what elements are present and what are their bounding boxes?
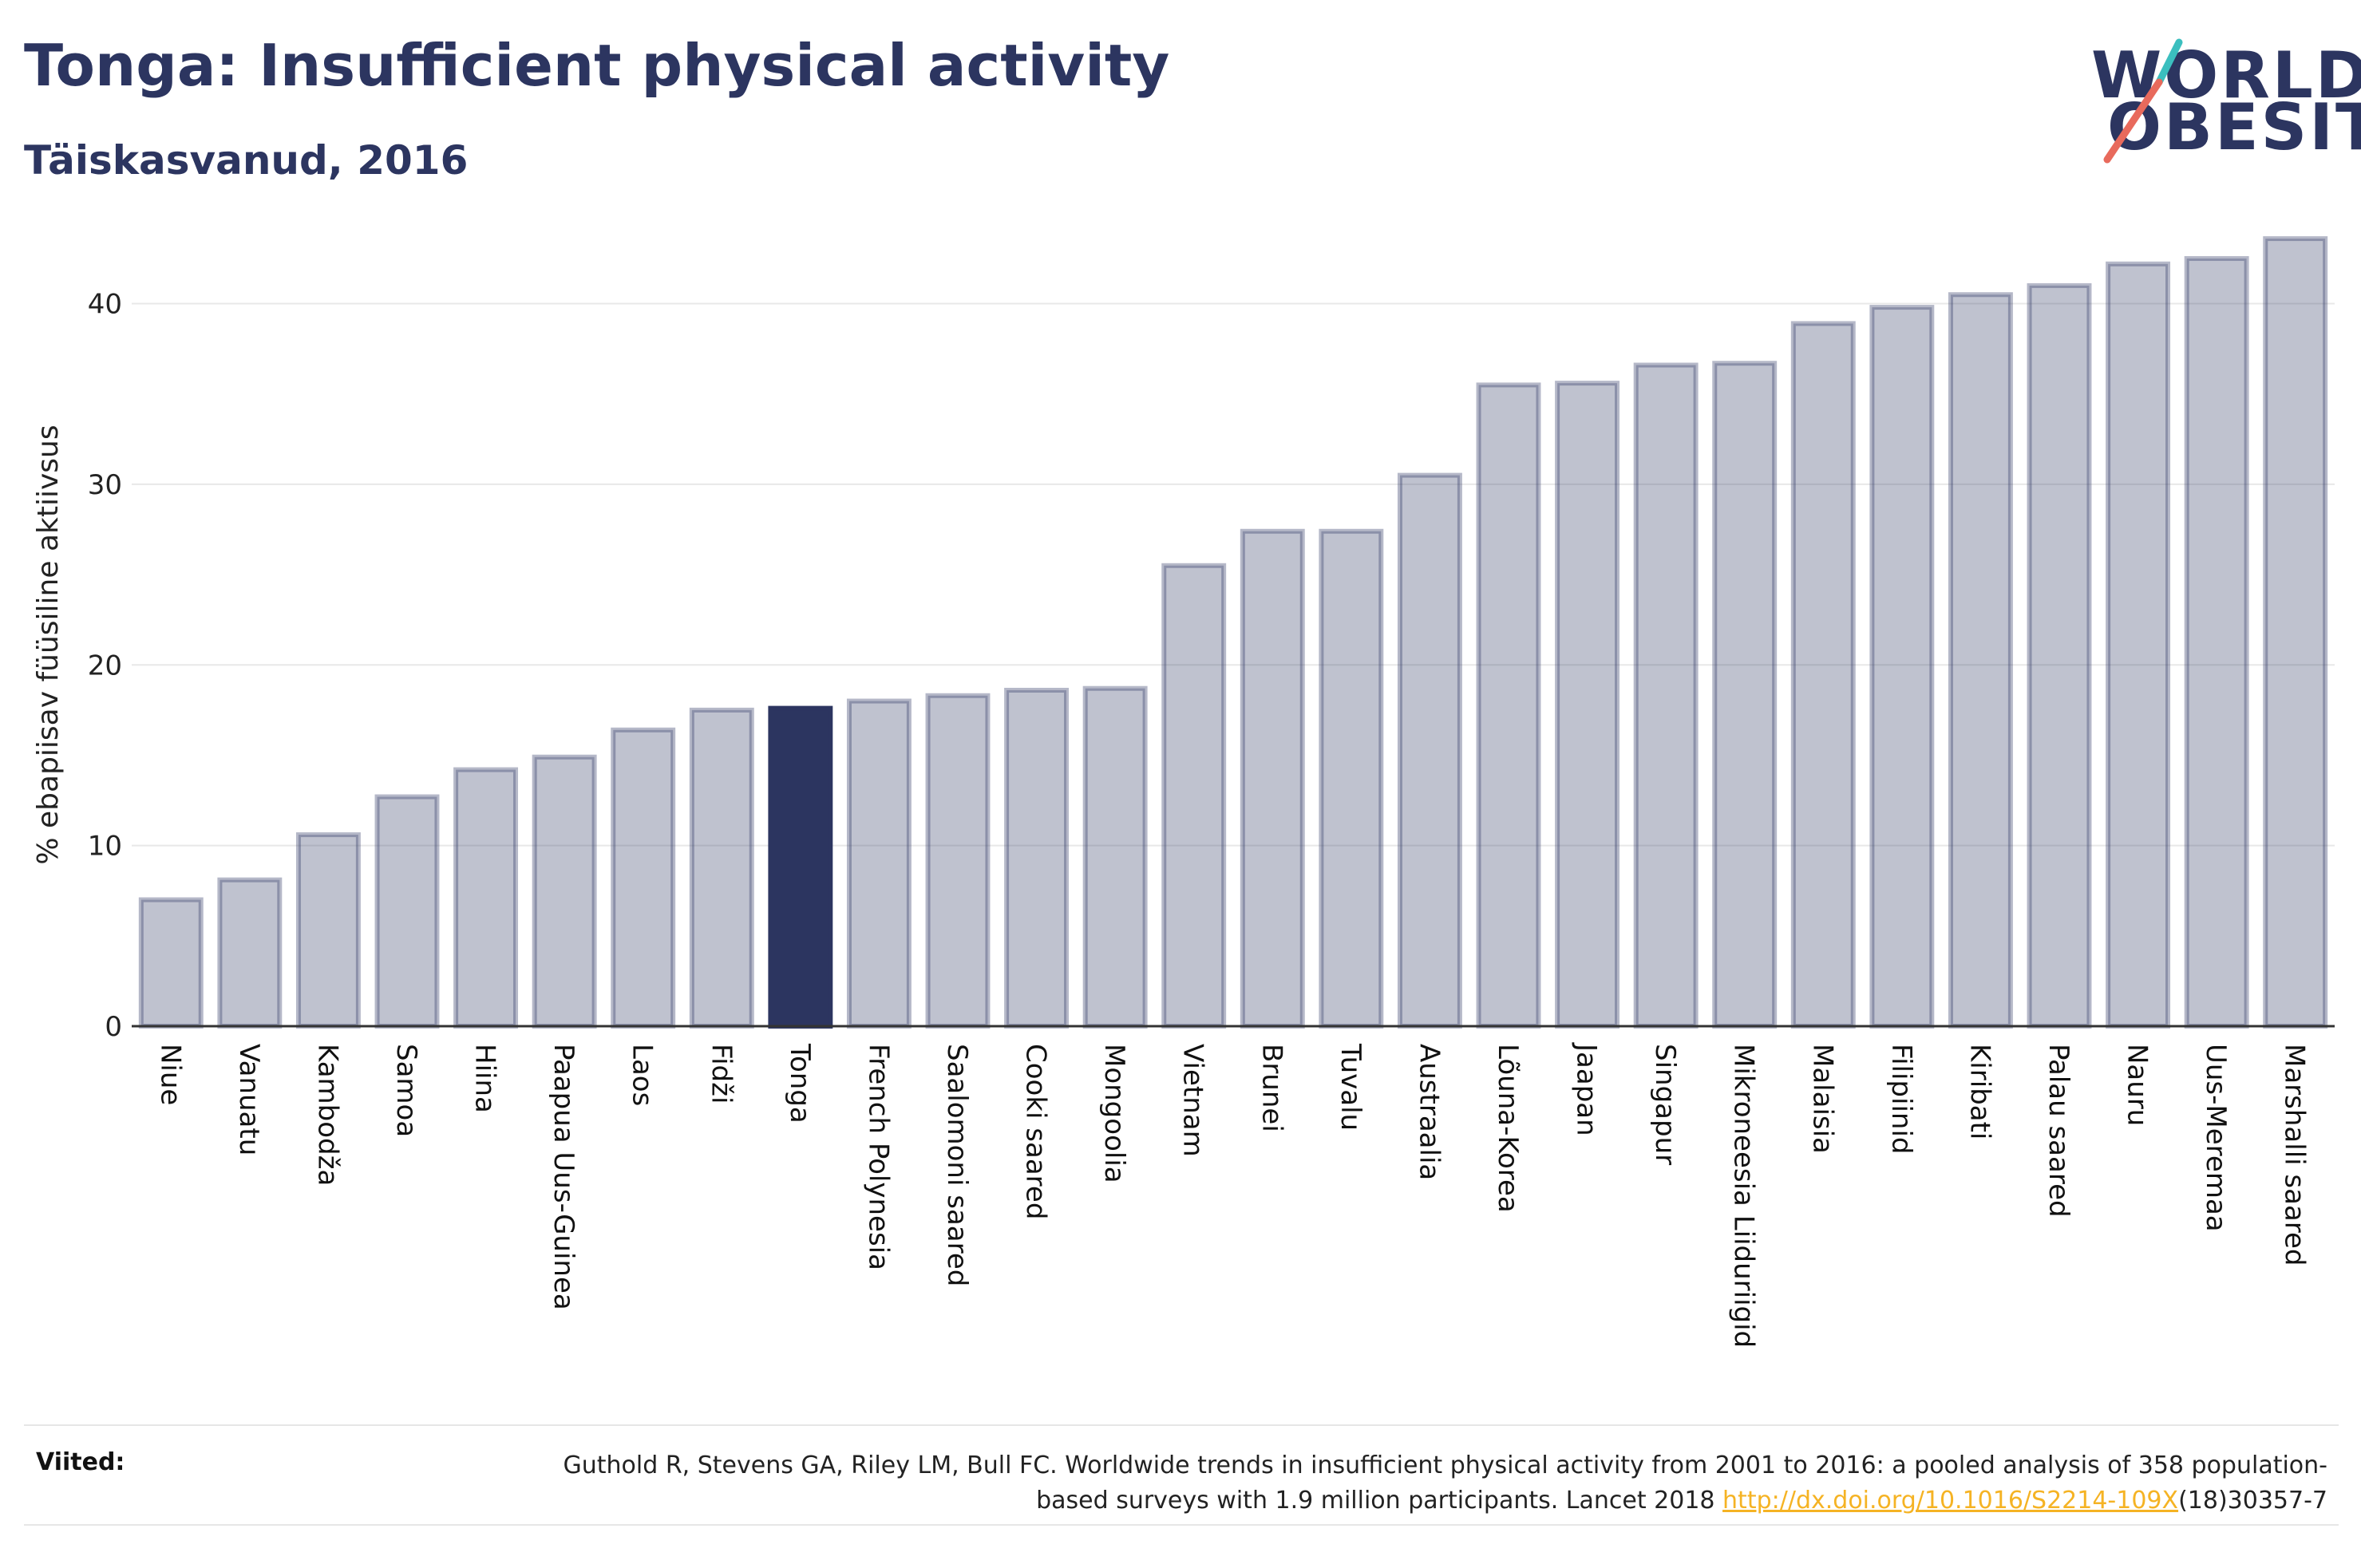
y-axis-label: % ebapiisav füüsiline aktiivsus [32, 425, 65, 864]
x-tick-label: Marshalli saared [2279, 1044, 2311, 1266]
bar [1712, 361, 1778, 1029]
bar [1082, 685, 1148, 1029]
y-tick-label: 40 [88, 289, 122, 321]
references-label: Viited: [36, 1448, 125, 1476]
bar [1319, 528, 1384, 1029]
bar [295, 832, 361, 1029]
logo-text-world: WORLD [2091, 38, 2361, 113]
y-tick-label: 20 [88, 650, 122, 681]
bar [1161, 563, 1227, 1029]
bar [611, 727, 676, 1029]
x-tick-label: Hiina [469, 1044, 501, 1113]
chart-subtitle: Täiskasvanud, 2016 [24, 137, 469, 184]
bar [1948, 292, 2013, 1029]
bar [532, 754, 597, 1029]
x-tick-label: Filipiinid [1885, 1044, 1917, 1154]
x-tick-label: Niue [154, 1044, 186, 1105]
bar [2106, 261, 2171, 1029]
bar-highlighted [768, 705, 833, 1029]
x-tick-label: Tonga [784, 1043, 816, 1124]
x-tick-label: Jaapan [1571, 1042, 1603, 1136]
references-text: Guthold R, Stevens GA, Riley LM, Bull FC… [492, 1448, 2327, 1519]
footer-divider-bottom [24, 1524, 2339, 1526]
bar [925, 693, 991, 1029]
bar [1004, 687, 1070, 1029]
x-tick-label: Paapua Uus-Guinea [548, 1044, 579, 1310]
references-citation-suffix: (18)30357-7 [2178, 1487, 2327, 1515]
bar [846, 698, 912, 1029]
references-doi-link[interactable]: http://dx.doi.org/10.1016/S2214-109X [1722, 1487, 2179, 1515]
y-tick-label: 30 [88, 469, 122, 501]
x-tick-label: Fidži [705, 1044, 737, 1104]
bar [1555, 381, 1620, 1029]
x-tick-label: Saalomoni saared [941, 1044, 973, 1286]
x-tick-label: Austraalia [1413, 1044, 1445, 1180]
bar [1397, 472, 1462, 1029]
logo-slash-top [2155, 38, 2183, 86]
bar [2184, 255, 2249, 1029]
x-tick-label: Laos [627, 1044, 658, 1106]
y-tick-label: 10 [88, 831, 122, 863]
x-tick-label: Uus-Meremaa [2200, 1044, 2232, 1232]
x-tick-label: Cooki saared [1020, 1044, 1052, 1219]
x-tick-label: Singapur [1649, 1044, 1681, 1165]
bar [453, 767, 519, 1029]
x-tick-label: Kambodža [311, 1044, 343, 1186]
logo-slash-bottom [2103, 78, 2163, 164]
bar [1633, 362, 1699, 1029]
bar [217, 877, 283, 1029]
logo-slash-icon [2103, 38, 2183, 164]
x-tick-label: Palau saared [2043, 1044, 2074, 1218]
footer-divider-top [24, 1424, 2339, 1426]
references-citation: Guthold R, Stevens GA, Riley LM, Bull FC… [563, 1451, 2327, 1515]
bar-chart: 0 10 20 30 40 % ebapiisav füüsiline aktiivsus… [32, 236, 2335, 1348]
bar [689, 707, 754, 1029]
bar [1240, 528, 1305, 1029]
bar [1869, 305, 1935, 1029]
x-tick-label: Kiribati [1964, 1044, 1995, 1139]
bar [1476, 382, 1541, 1029]
x-tick-label: Nauru [2122, 1044, 2153, 1126]
x-tick-label: Vanuatu [233, 1044, 265, 1155]
x-tick-label: Mikroneesia Liiduriigid [1728, 1044, 1760, 1348]
bar [1790, 321, 1856, 1029]
bar [2027, 282, 2092, 1029]
x-tick-label: Tuvalu [1335, 1043, 1366, 1131]
world-obesity-logo: WORLD OBESITY [2083, 36, 2361, 172]
x-tick-label: Vietnam [1177, 1044, 1209, 1157]
bar [138, 897, 204, 1029]
logo-text-obesity: OBESITY [2107, 90, 2361, 164]
y-tick-label: 0 [105, 1011, 122, 1043]
bar [374, 794, 440, 1029]
bar [2263, 236, 2328, 1029]
chart-title: Tonga: Insufficient physical activity [24, 32, 1170, 99]
x-tick-label: French Polynesia [862, 1044, 894, 1270]
x-tick-label: Samoa [390, 1044, 422, 1137]
x-tick-label: Malaisia [1806, 1044, 1838, 1154]
x-tick-label: Mongoolia [1098, 1044, 1130, 1183]
x-tick-label: Brunei [1256, 1044, 1287, 1132]
x-tick-label: Lõuna-Korea [1492, 1044, 1524, 1213]
